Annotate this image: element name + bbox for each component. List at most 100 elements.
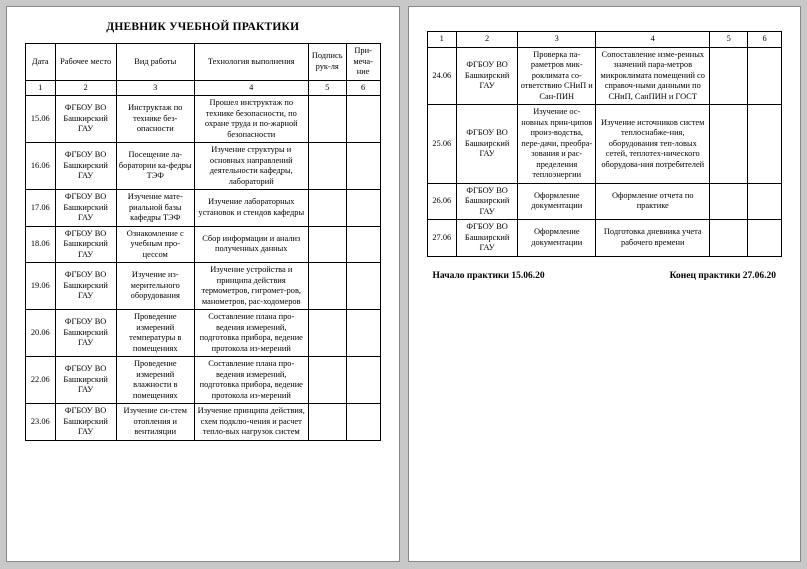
table-row: 24.06ФГБОУ ВО Башкирский ГАУПроверка па-… — [427, 47, 782, 105]
cell-note — [346, 263, 380, 310]
cell-sign — [710, 47, 748, 105]
table-row: 15.06ФГБОУ ВО Башкирский ГАУИнструктаж п… — [26, 96, 381, 143]
table-row: 25.06ФГБОУ ВО Башкирский ГАУИзучение ос-… — [427, 105, 782, 184]
col-header-work: Вид работы — [116, 44, 194, 81]
cell-date: 15.06 — [26, 96, 56, 143]
cell-sign — [710, 220, 748, 257]
col-header-note: При-меча-ние — [346, 44, 380, 81]
cell-work: Посещение ла-боратории ка-федры ТЭФ — [116, 143, 194, 190]
cell-place: ФГБОУ ВО Башкирский ГАУ — [457, 220, 518, 257]
cell-tech: Изучение источников систем теплоснабже-н… — [596, 105, 710, 184]
colnum: 1 — [26, 80, 56, 96]
cell-sign — [308, 143, 346, 190]
colnum: 5 — [710, 32, 748, 48]
cell-note — [346, 190, 380, 227]
cell-place: ФГБОУ ВО Башкирский ГАУ — [55, 226, 116, 263]
cell-date: 23.06 — [26, 404, 56, 441]
practice-start-date: Начало практики 15.06.20 — [433, 271, 545, 281]
table-row: 26.06ФГБОУ ВО Башкирский ГАУОформление д… — [427, 183, 782, 220]
page-2: 1 2 3 4 5 6 24.06ФГБОУ ВО Башкирский ГАУ… — [408, 6, 802, 562]
cell-place: ФГБОУ ВО Башкирский ГАУ — [55, 96, 116, 143]
cell-sign — [308, 190, 346, 227]
colnum: 6 — [346, 80, 380, 96]
cell-note — [748, 47, 782, 105]
cell-work: Проведение измерений температуры в помещ… — [116, 310, 194, 357]
cell-date: 22.06 — [26, 357, 56, 404]
table-row: 18.06ФГБОУ ВО Башкирский ГАУОзнакомление… — [26, 226, 381, 263]
cell-note — [748, 105, 782, 184]
cell-tech: Оформление отчета по практике — [596, 183, 710, 220]
cell-work: Проведение измерений влажности в помещен… — [116, 357, 194, 404]
table-row: 20.06ФГБОУ ВО Башкирский ГАУПроведение и… — [26, 310, 381, 357]
cell-date: 27.06 — [427, 220, 457, 257]
colnum: 2 — [55, 80, 116, 96]
cell-tech: Прошел инструктаж по технике безопасност… — [194, 96, 308, 143]
colnum: 3 — [116, 80, 194, 96]
cell-note — [346, 310, 380, 357]
colnum: 2 — [457, 32, 518, 48]
cell-work: Изучение си-стем отопления и вентиляции — [116, 404, 194, 441]
cell-tech: Изучение устройства и принципа действия … — [194, 263, 308, 310]
cell-work: Изучение из-мерительного оборудования — [116, 263, 194, 310]
practice-table-page2: 1 2 3 4 5 6 24.06ФГБОУ ВО Башкирский ГАУ… — [427, 31, 783, 257]
cell-place: ФГБОУ ВО Башкирский ГАУ — [55, 263, 116, 310]
cell-tech: Сбор информации и анализ полученных данн… — [194, 226, 308, 263]
cell-date: 24.06 — [427, 47, 457, 105]
colnum: 6 — [748, 32, 782, 48]
cell-place: ФГБОУ ВО Башкирский ГАУ — [55, 143, 116, 190]
cell-place: ФГБОУ ВО Башкирский ГАУ — [55, 357, 116, 404]
cell-tech: Изучение структуры и основных направлени… — [194, 143, 308, 190]
col-header-sign: Подпись рук-ля — [308, 44, 346, 81]
colnum: 1 — [427, 32, 457, 48]
cell-tech: Изучение лабораторных установок и стендо… — [194, 190, 308, 227]
cell-date: 25.06 — [427, 105, 457, 184]
cell-tech: Составление плана про-ведения измерений,… — [194, 357, 308, 404]
cell-sign — [308, 96, 346, 143]
col-header-date: Дата — [26, 44, 56, 81]
cell-sign — [308, 404, 346, 441]
cell-sign — [308, 357, 346, 404]
cell-note — [748, 183, 782, 220]
table-row: 19.06ФГБОУ ВО Башкирский ГАУИзучение из-… — [26, 263, 381, 310]
cell-note — [346, 143, 380, 190]
table-row: 16.06ФГБОУ ВО Башкирский ГАУПосещение ла… — [26, 143, 381, 190]
cell-tech: Составление плана про-ведения измерений,… — [194, 310, 308, 357]
practice-end-date: Конец практики 27.06.20 — [670, 271, 776, 281]
cell-place: ФГБОУ ВО Башкирский ГАУ — [55, 404, 116, 441]
number-row: 1 2 3 4 5 6 — [427, 32, 782, 48]
table-row: 22.06ФГБОУ ВО Башкирский ГАУПроведение и… — [26, 357, 381, 404]
page-1: ДНЕВНИК УЧЕБНОЙ ПРАКТИКИ Дата Рабочее ме… — [6, 6, 400, 562]
cell-sign — [308, 226, 346, 263]
cell-note — [346, 226, 380, 263]
col-header-place: Рабочее место — [55, 44, 116, 81]
cell-sign — [710, 105, 748, 184]
colnum: 5 — [308, 80, 346, 96]
practice-dates-footer: Начало практики 15.06.20 Конец практики … — [427, 271, 783, 281]
col-header-tech: Технология выполнения — [194, 44, 308, 81]
cell-date: 19.06 — [26, 263, 56, 310]
practice-table-page1: Дата Рабочее место Вид работы Технология… — [25, 43, 381, 441]
cell-note — [748, 220, 782, 257]
cell-note — [346, 96, 380, 143]
cell-place: ФГБОУ ВО Башкирский ГАУ — [457, 183, 518, 220]
cell-date: 17.06 — [26, 190, 56, 227]
cell-work: Проверка па-раметров мик-роклимата со-от… — [518, 47, 596, 105]
table-row: 27.06ФГБОУ ВО Башкирский ГАУОформление д… — [427, 220, 782, 257]
cell-work: Изучение мате-риальной базы кафедры ТЭФ — [116, 190, 194, 227]
cell-tech: Изучение принципа действия, схем подклю-… — [194, 404, 308, 441]
cell-date: 20.06 — [26, 310, 56, 357]
colnum: 4 — [596, 32, 710, 48]
cell-work: Изучение ос-новных прин-ципов произ-водс… — [518, 105, 596, 184]
cell-date: 26.06 — [427, 183, 457, 220]
cell-work: Оформление документации — [518, 183, 596, 220]
cell-work: Оформление документации — [518, 220, 596, 257]
cell-note — [346, 357, 380, 404]
page-title: ДНЕВНИК УЧЕБНОЙ ПРАКТИКИ — [25, 21, 381, 33]
cell-sign — [710, 183, 748, 220]
cell-place: ФГБОУ ВО Башкирский ГАУ — [457, 105, 518, 184]
cell-date: 16.06 — [26, 143, 56, 190]
cell-tech: Подготовка дневника учета рабочего време… — [596, 220, 710, 257]
cell-note — [346, 404, 380, 441]
cell-place: ФГБОУ ВО Башкирский ГАУ — [55, 190, 116, 227]
cell-place: ФГБОУ ВО Башкирский ГАУ — [457, 47, 518, 105]
